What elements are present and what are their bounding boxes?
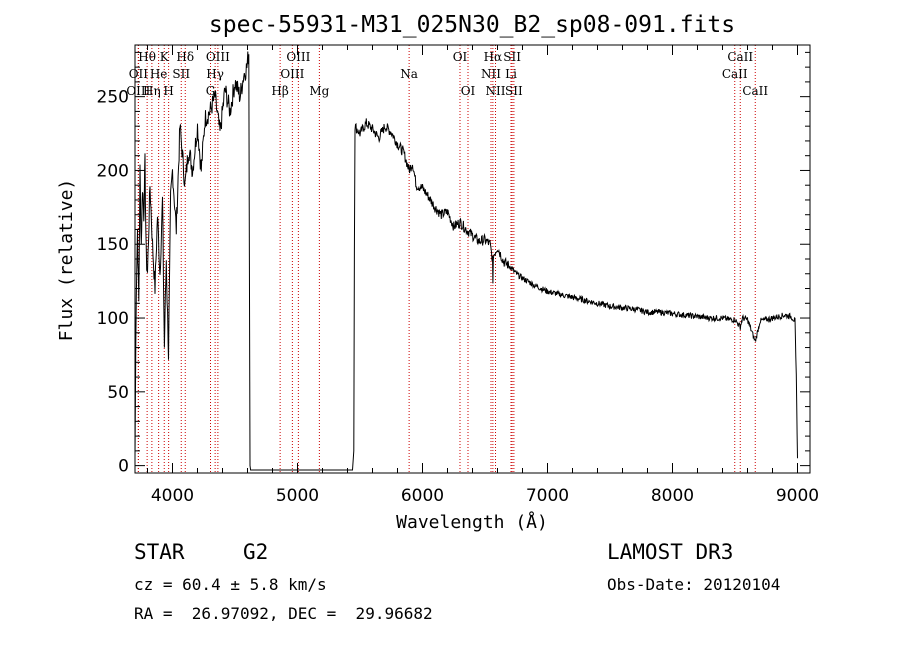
x-tick-label-7000: 7000 xyxy=(526,486,569,506)
line-label-25: CaII xyxy=(727,50,753,64)
line-label-20: NII xyxy=(481,67,501,81)
x-tick-label-6000: 6000 xyxy=(401,486,444,506)
line-label-19: Hα xyxy=(484,50,503,64)
coordinates: RA = 26.97092, DEC = 29.96682 xyxy=(134,604,433,623)
line-label-13: OIII xyxy=(280,67,304,81)
x-axis-label: Wavelength (Å) xyxy=(396,511,548,533)
line-label-24: SII xyxy=(505,84,523,98)
y-tick-label-150: 150 xyxy=(97,235,129,255)
x-axis-ticks: 4000 5000 6000 7000 8000 9000 xyxy=(147,45,819,506)
line-label-23: Li xyxy=(505,67,517,81)
y-axis-ticks: 0 50 100 150 200 250 xyxy=(97,51,810,477)
line-label-22: SII xyxy=(503,50,521,64)
object-subclass: G2 xyxy=(243,540,269,564)
line-label-6: Hδ xyxy=(176,50,194,64)
x-tick-label-5000: 5000 xyxy=(276,486,319,506)
y-tick-label-50: 50 xyxy=(107,383,129,403)
x-tick-label-4000: 4000 xyxy=(151,486,194,506)
flux-series-group xyxy=(134,51,798,471)
line-label-2: OIII xyxy=(126,84,150,98)
spectral-line-labels: Hθ OII OIII K He Hη Hδ SII H OIII Hγ G OIII OIII Hβ Mg N… xyxy=(126,50,768,98)
y-tick-label-200: 200 xyxy=(97,161,129,181)
plot-frame xyxy=(134,44,811,474)
survey-name: LAMOST DR3 xyxy=(607,540,734,564)
object-class: STAR xyxy=(134,540,185,564)
observation-date: Obs-Date: 20120104 xyxy=(607,575,781,594)
line-label-10: Hγ xyxy=(206,67,224,81)
y-tick-label-0: 0 xyxy=(118,457,129,477)
line-label-8: H xyxy=(163,84,173,98)
line-label-5: Hη xyxy=(143,84,161,98)
chart-title: spec-55931-M31_025N30_B2_sp08-091.fits xyxy=(209,12,735,38)
y-tick-label-250: 250 xyxy=(97,88,129,108)
line-label-4: He xyxy=(150,67,168,81)
flux-series-line-0 xyxy=(134,51,798,471)
line-label-17: OI xyxy=(453,50,468,64)
line-label-12: OIII xyxy=(286,50,310,64)
line-label-26: CaII xyxy=(722,67,748,81)
line-label-27: CaII xyxy=(742,84,768,98)
line-label-18: OI xyxy=(461,84,476,98)
line-label-7: SII xyxy=(172,67,190,81)
line-label-0: Hθ xyxy=(138,50,156,64)
line-label-21: NII xyxy=(486,84,506,98)
line-label-9: OIII xyxy=(206,50,230,64)
line-label-1: OII xyxy=(129,67,149,81)
line-label-16: Na xyxy=(400,67,418,81)
y-axis-label: Flux (relative) xyxy=(56,179,77,342)
y-tick-label-100: 100 xyxy=(97,309,129,329)
x-tick-label-9000: 9000 xyxy=(776,486,819,506)
redshift-cz: cz = 60.4 ± 5.8 km/s xyxy=(134,575,327,594)
line-label-3: K xyxy=(160,50,170,64)
line-label-15: Mg xyxy=(309,84,329,98)
x-tick-label-8000: 8000 xyxy=(651,486,694,506)
line-label-11: G xyxy=(206,84,216,98)
line-label-14: Hβ xyxy=(271,84,288,98)
